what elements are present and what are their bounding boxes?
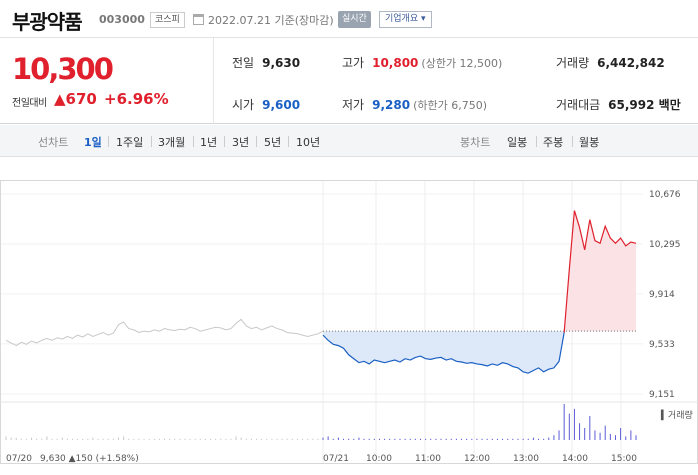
x-tick-label: 15:00 bbox=[611, 454, 637, 464]
date-text: 2022.07.21 기준(장마감) bbox=[208, 14, 334, 27]
stat-volume: 거래량 6,442,842 bbox=[556, 54, 665, 71]
change-value: ▲670 bbox=[54, 90, 97, 108]
y-tick-label: 9,914 bbox=[649, 290, 675, 300]
y-tick-label: 10,295 bbox=[649, 240, 681, 250]
above-reference-fill bbox=[564, 210, 636, 333]
tab-weekly[interactable]: 주봉 bbox=[543, 136, 564, 149]
prev-day-summary: 9,630 ▲150 (+1.58%) bbox=[40, 454, 139, 464]
x-tick-label: 11:00 bbox=[415, 454, 441, 464]
tab-divider bbox=[224, 136, 225, 147]
tab-5y[interactable]: 5년 bbox=[264, 136, 282, 149]
stat-label: 고가 bbox=[342, 56, 365, 70]
stat-high: 고가 10,800 (상한가 12,500) bbox=[342, 54, 502, 71]
tab-divider bbox=[108, 136, 109, 147]
tab-10y[interactable]: 10년 bbox=[296, 136, 321, 149]
below-reference-fill bbox=[323, 331, 565, 374]
market-badge: 코스피 bbox=[150, 12, 185, 28]
stat-value: 9,280 bbox=[372, 98, 411, 112]
tab-divider bbox=[193, 136, 194, 147]
realtime-button[interactable]: 실시간 bbox=[338, 11, 371, 28]
stat-sub: (상한가 12,500) bbox=[421, 57, 503, 70]
tab-divider bbox=[536, 136, 537, 147]
x-tick-label: 13:00 bbox=[513, 454, 539, 464]
volume-label: ▍거래량 bbox=[660, 409, 693, 421]
tab-divider bbox=[151, 136, 152, 147]
x-tick-label: 07/21 bbox=[323, 454, 349, 464]
change-percent: +6.96% bbox=[104, 90, 169, 108]
today-line-down bbox=[322, 332, 565, 374]
price-summary: 10,300 전일대비 ▲670 +6.96% 전일 9,630 고가 10,800… bbox=[0, 38, 698, 124]
y-tick-label: 9,533 bbox=[649, 340, 675, 350]
today-line-up bbox=[563, 210, 637, 333]
prev-day-line bbox=[5, 318, 324, 347]
tab-1y[interactable]: 1년 bbox=[200, 136, 218, 149]
stat-label: 저가 bbox=[342, 98, 365, 112]
tab-1w[interactable]: 1주일 bbox=[116, 136, 144, 149]
stat-open: 시가 9,600 bbox=[232, 96, 300, 113]
stat-label: 시가 bbox=[232, 98, 255, 112]
tab-divider bbox=[572, 136, 573, 147]
stat-sub: (하한가 6,750) bbox=[413, 99, 487, 112]
y-tick-label: 9,151 bbox=[649, 390, 675, 400]
stat-label: 전일 bbox=[232, 56, 255, 70]
stat-label: 거래량 bbox=[556, 56, 590, 70]
calendar-icon bbox=[193, 14, 204, 25]
tab-daily[interactable]: 일봉 bbox=[507, 136, 528, 149]
stock-name: 부광약품 bbox=[12, 10, 83, 34]
x-tick-label: 12:00 bbox=[464, 454, 490, 464]
current-price-box: 10,300 전일대비 ▲670 +6.96% bbox=[0, 38, 214, 124]
stat-label: 거래대금 bbox=[556, 98, 601, 112]
tab-divider bbox=[288, 136, 289, 147]
tab-monthly[interactable]: 월봉 bbox=[579, 136, 600, 149]
tab-3m[interactable]: 3개월 bbox=[158, 136, 186, 149]
change-label: 전일대비 bbox=[12, 98, 47, 109]
x-tick-label: 14:00 bbox=[562, 454, 588, 464]
chart-tabs: 선차트 1일 1주일 3개월 1년 3년 5년 10년 봉차트 일봉 주봉 월봉 bbox=[0, 125, 698, 157]
y-tick-label: 10,676 bbox=[649, 190, 681, 200]
stock-header: 부광약품 003000 코스피 2022.07.21 기준(장마감) 실시간 기… bbox=[0, 0, 698, 38]
prev-day-date: 07/20 bbox=[6, 454, 32, 464]
stat-amount: 거래대금 65,992 백만 bbox=[556, 96, 681, 113]
stat-value: 65,992 백만 bbox=[608, 98, 681, 112]
line-chart-label: 선차트 bbox=[38, 136, 69, 149]
x-tick-label: 10:00 bbox=[366, 454, 392, 464]
stat-value: 9,600 bbox=[262, 98, 301, 112]
stat-value: 10,800 bbox=[372, 56, 419, 70]
candle-chart-label: 봉차트 bbox=[460, 136, 491, 149]
tab-3y[interactable]: 3년 bbox=[232, 136, 250, 149]
stat-value: 6,442,842 bbox=[597, 56, 665, 70]
price-chart[interactable]: 10,676 10,295 9,914 9,533 9,151 ▍거래량 07/21 10:0… bbox=[0, 158, 698, 475]
company-overview-button[interactable]: 기업개요 ▾ bbox=[379, 11, 432, 28]
tab-1d[interactable]: 1일 bbox=[84, 136, 102, 149]
stat-prev-close: 전일 9,630 bbox=[232, 54, 300, 71]
tab-divider bbox=[256, 136, 257, 147]
stat-low: 저가 9,280 (하한가 6,750) bbox=[342, 96, 487, 113]
stock-code: 003000 bbox=[99, 13, 145, 26]
current-price: 10,300 bbox=[12, 52, 114, 86]
stat-value: 9,630 bbox=[262, 56, 301, 70]
